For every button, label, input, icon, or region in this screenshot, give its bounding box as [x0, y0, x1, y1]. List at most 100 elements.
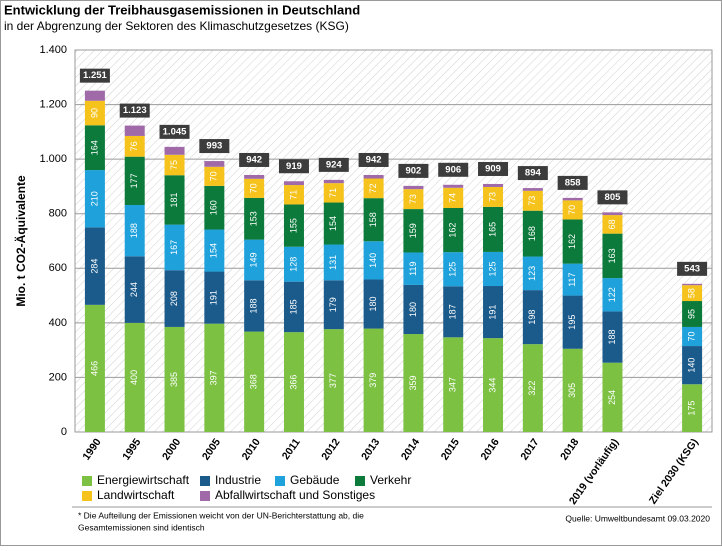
total-box	[677, 261, 708, 276]
x-tick-label: 1995	[120, 436, 143, 462]
total-label: 1.123	[123, 105, 147, 116]
segment-label: 70	[249, 183, 259, 193]
bar-segment	[363, 328, 384, 432]
bar-segment	[682, 384, 703, 432]
bar-segment	[602, 311, 623, 363]
segment-label: 95	[686, 309, 696, 319]
y-tick-label: 200	[49, 371, 67, 383]
segment-label: 188	[249, 298, 259, 313]
segment-label: 70	[209, 171, 219, 181]
bar-segment	[403, 189, 424, 210]
segment-label: 188	[129, 223, 139, 238]
segment-label: 160	[209, 200, 219, 215]
bar-segment	[522, 344, 543, 432]
bar-segment	[84, 125, 105, 171]
bar-segment	[84, 304, 105, 432]
total-label: 942	[366, 154, 382, 165]
total-label: 906	[445, 164, 461, 175]
y-tick-label: 1.200	[39, 98, 67, 110]
bar-segment	[443, 252, 464, 287]
segment-label: 125	[448, 262, 458, 277]
segment-label: 73	[487, 192, 497, 202]
total-box	[239, 152, 270, 167]
bar-segment	[204, 229, 225, 272]
total-label: 924	[326, 159, 343, 170]
bar-segment	[522, 210, 543, 257]
bar-segment	[84, 90, 105, 101]
segment-label: 195	[567, 315, 577, 330]
bar-segment	[483, 183, 504, 187]
x-tick-label: Ziel 2030 (KSG)	[647, 436, 701, 506]
segment-label: 128	[288, 257, 298, 272]
bar-segment	[84, 100, 105, 126]
segment-label: 122	[607, 287, 617, 302]
bar-segment	[403, 252, 424, 285]
total-label: 909	[485, 163, 501, 174]
bar-segment	[124, 256, 145, 323]
bar-segment	[522, 188, 543, 191]
segment-label: 191	[487, 305, 497, 320]
bar-segment	[562, 200, 583, 220]
total-box	[159, 124, 190, 139]
bar-segment	[164, 175, 185, 225]
segment-label: 140	[686, 358, 696, 373]
total-label: 942	[246, 154, 262, 165]
segment-label: 191	[209, 290, 219, 305]
legend-swatch	[355, 476, 365, 486]
bar-segment	[244, 197, 265, 240]
bar-segment	[682, 283, 703, 286]
bar-segment	[562, 219, 583, 264]
bar-segment	[682, 285, 703, 302]
x-tick-label: 2014	[399, 436, 422, 462]
segment-label: 377	[328, 373, 338, 388]
segment-label: 368	[249, 374, 259, 389]
segment-label: 90	[89, 108, 99, 118]
bar-segment	[244, 331, 265, 432]
segment-label: 466	[89, 361, 99, 376]
bar-segment	[204, 161, 225, 167]
total-box	[278, 159, 309, 174]
x-tick-label: 2011	[280, 436, 303, 462]
legend-label: Gebäude	[290, 473, 340, 487]
segment-label: 125	[487, 261, 497, 276]
total-box	[517, 166, 548, 181]
segment-label: 165	[487, 222, 497, 237]
total-box	[318, 157, 349, 172]
bar-segment	[124, 156, 145, 205]
legend-swatch	[82, 491, 92, 501]
bar-segment	[164, 154, 185, 176]
chart-title: Entwicklung der Treibhausgasemissionen i…	[4, 2, 360, 17]
bar-segment	[602, 362, 623, 432]
bar-segment	[244, 178, 265, 198]
x-tick-label: 2010	[240, 436, 263, 462]
bar-segment	[483, 186, 504, 207]
bar-segment	[483, 251, 504, 287]
bar-segment	[283, 332, 304, 432]
segment-label: 177	[129, 173, 139, 188]
legend-swatch	[275, 476, 285, 486]
total-label: 858	[565, 177, 581, 188]
segment-label: 244	[129, 282, 139, 297]
segment-label: 305	[567, 383, 577, 398]
bar-segment	[602, 212, 623, 216]
bar-segment	[363, 174, 384, 179]
segment-label: 117	[567, 272, 577, 286]
x-tick-label: 2017	[518, 436, 541, 462]
bar-segment	[562, 197, 583, 201]
bar-segment	[562, 263, 583, 296]
segment-label: 175	[686, 401, 696, 416]
segment-label: 385	[169, 372, 179, 387]
bar-segment	[204, 323, 225, 432]
bar-segment	[483, 286, 504, 339]
legend-swatch	[82, 476, 92, 486]
bar-segment	[323, 244, 344, 281]
segment-label: 180	[408, 302, 418, 317]
x-tick-label: 2012	[319, 436, 342, 462]
legend-swatch	[200, 491, 210, 501]
total-label: 805	[605, 192, 622, 203]
y-tick-label: 600	[49, 262, 67, 274]
total-box	[597, 190, 628, 205]
segment-label: 154	[209, 243, 219, 258]
bar-segment	[562, 295, 583, 349]
segment-label: 123	[527, 266, 537, 281]
